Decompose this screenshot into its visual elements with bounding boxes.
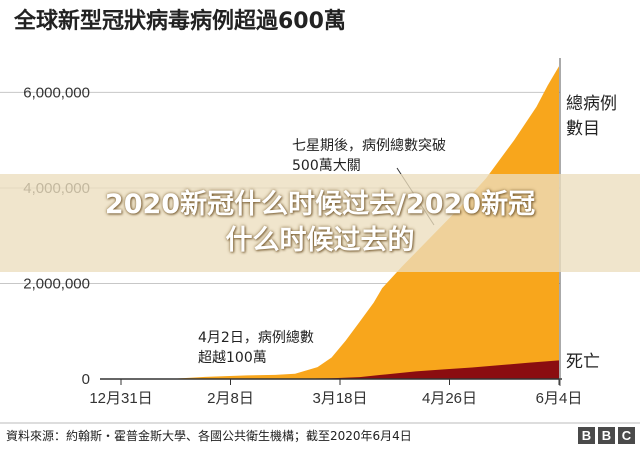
series-area-1 [121,360,559,379]
y-tick-label-3: 6,000,000 [23,84,90,101]
x-tick-label-4: 6月4日 [536,390,583,407]
plot-area [121,66,559,379]
legend-total-line1: 總病例 [566,94,617,114]
bbc-logo-b2: B [598,427,615,444]
overlay-line-2: 什么时候过去的 [225,225,415,256]
legend-total-line2: 數目 [566,119,600,139]
x-tick-label-1: 2月8日 [207,390,254,407]
annotation-5m-line2: 500萬大關 [292,158,361,174]
overlay-line-1: 2020新冠什么时候过去/2020新冠 [104,189,536,220]
source-note: 資料來源：約翰斯・霍普金斯大學、各國公共衛生機構；截至2020年6月4日 [6,428,412,443]
x-tick-label-2: 3月18日 [312,390,367,407]
bbc-logo-c: C [618,427,635,444]
x-tick-label-0: 12月31日 [89,390,152,407]
annotations: 七星期後，病例總數突破 500萬大關 4月2日，病例總數 超越100萬 [198,137,446,366]
x-tick-labels: 12月31日 2月8日 3月18日 4月26日 6月4日 [89,379,582,407]
chart-title: 全球新型冠狀病毒病例超過600萬 [13,8,346,34]
annotation-5m-line1: 七星期後，病例總數突破 [292,137,446,154]
bbc-logo-b1: B [578,427,595,444]
annotation-1m-line1: 4月2日，病例總數 [198,329,314,346]
legend-deaths: 死亡 [566,352,600,372]
overlay-banner: 2020新冠什么时候过去/2020新冠 什么时候过去的 [0,174,640,272]
series-area-0 [121,66,559,379]
x-tick-label-3: 4月26日 [422,390,477,407]
y-tick-label-0: 0 [82,371,90,388]
annotation-1m-line2: 超越100萬 [198,350,267,366]
bbc-logo: B B C [578,427,635,444]
y-tick-label-1: 2,000,000 [23,275,90,292]
legend: 總病例 數目 死亡 [566,94,617,372]
